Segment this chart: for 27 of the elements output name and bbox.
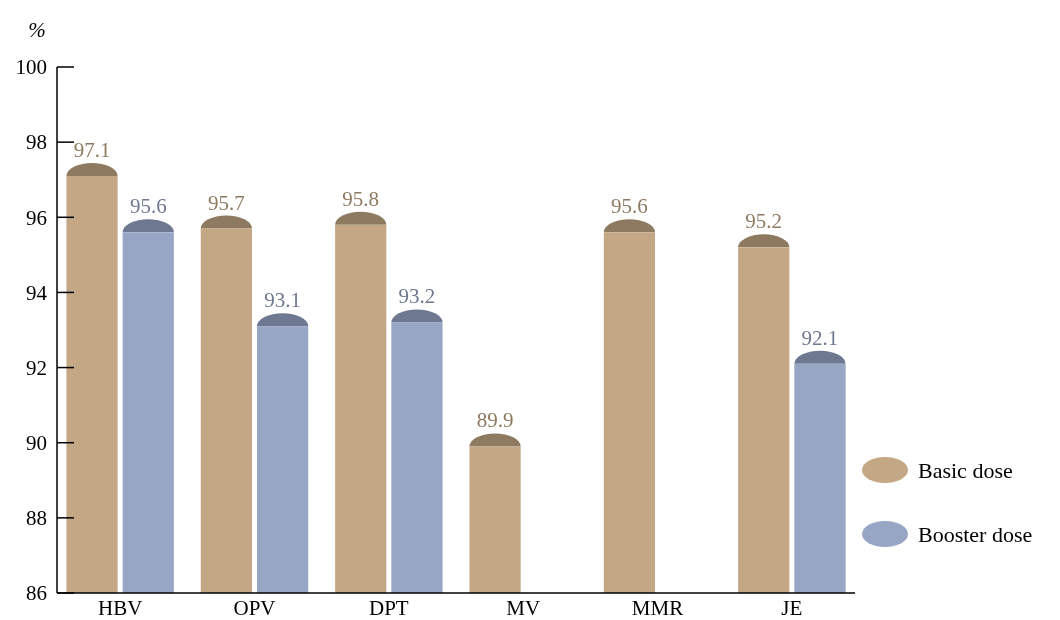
x-tick-label: OPV: [233, 596, 276, 620]
data-label: 95.8: [342, 186, 380, 211]
data-label: 95.6: [129, 194, 167, 219]
y-tick-label: 86: [26, 581, 47, 606]
y-tick-label: 94: [26, 280, 48, 305]
data-label: 93.2: [398, 284, 436, 309]
data-label: 89.9: [476, 408, 514, 433]
x-tick-label: MV: [506, 596, 541, 620]
legend-label: Basic dose: [918, 457, 1013, 483]
x-tick-label: DPT: [368, 596, 409, 620]
data-label: 92.1: [801, 325, 839, 350]
data-label: 97.1: [73, 137, 111, 162]
x-tick-label: MMR: [631, 596, 684, 620]
y-tick-label: 98: [26, 130, 47, 155]
y-tick-label: 88: [26, 506, 47, 531]
y-tick-label: 92: [26, 355, 47, 380]
x-tick-label: JE: [781, 596, 803, 620]
x-tick-label: HBV: [97, 596, 143, 620]
data-label: 95.2: [745, 209, 783, 234]
y-tick-label: 100: [15, 55, 47, 80]
data-label: 95.7: [207, 190, 245, 215]
y-tick-label: 90: [26, 431, 47, 456]
legend-label: Booster dose: [918, 521, 1033, 547]
y-axis-title: %: [28, 18, 46, 42]
data-label: 93.1: [264, 288, 301, 313]
data-label: 95.6: [611, 194, 648, 219]
y-tick-label: 96: [26, 205, 47, 230]
